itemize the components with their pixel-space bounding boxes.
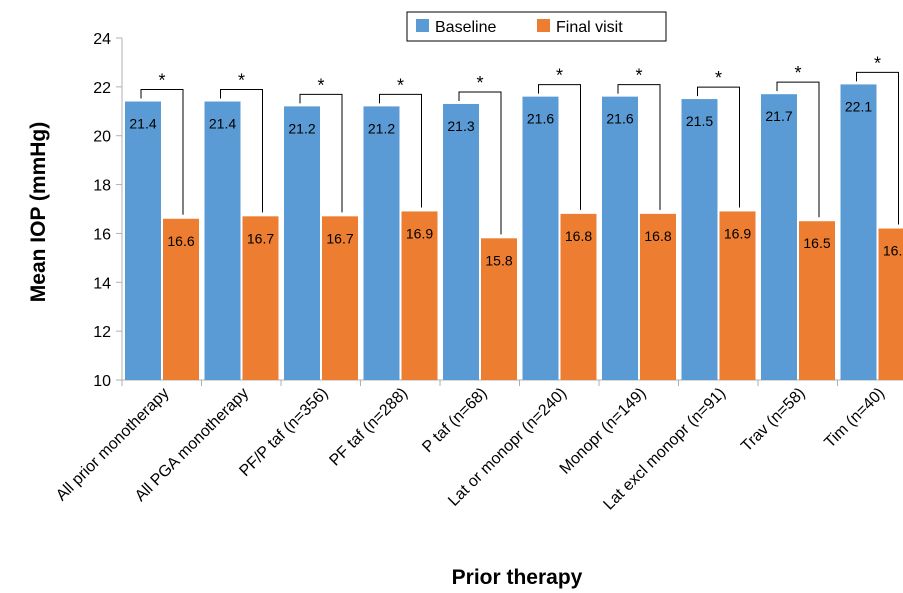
significance-star: * xyxy=(556,66,563,86)
category-label: Trav (n=58) xyxy=(738,385,808,455)
bar-baseline xyxy=(522,96,559,380)
significance-star: * xyxy=(715,68,722,88)
bar-baseline xyxy=(125,101,161,380)
data-label-baseline: 21.4 xyxy=(209,116,236,132)
data-label-final-visit: 16.9 xyxy=(406,225,433,241)
data-label-baseline: 21.2 xyxy=(368,120,395,136)
significance-brackets: * * * * * * * * * * xyxy=(140,53,899,235)
y-tick-label: 10 xyxy=(93,373,111,390)
data-label-baseline: 21.4 xyxy=(129,116,156,132)
bar-final-visit xyxy=(163,218,199,380)
y-axis-title: Mean IOP (mmHg) xyxy=(27,122,50,302)
significance-star: * xyxy=(158,71,165,91)
bar-baseline xyxy=(840,84,877,381)
data-label-final-visit: 16.7 xyxy=(326,230,353,246)
x-axis-title: Prior therapy xyxy=(452,566,583,589)
category-label: Monopr (n=149) xyxy=(557,385,650,478)
data-label-final-visit: 16.8 xyxy=(644,228,671,244)
data-label-baseline: 21.6 xyxy=(527,111,554,127)
data-label-final-visit: 16.7 xyxy=(247,230,274,246)
data-label-final-visit: 15.8 xyxy=(485,252,512,268)
bar-final-visit xyxy=(799,221,835,380)
bar-baseline xyxy=(761,94,797,380)
bar-final-visit xyxy=(719,211,756,380)
significance-star: * xyxy=(238,71,245,91)
category-label: P taf (n=68) xyxy=(419,385,490,456)
category-label: PF/P taf (n=356) xyxy=(236,385,331,480)
significance-bracket xyxy=(617,84,661,210)
bar-baseline xyxy=(204,101,241,380)
category-label: PF taf (n=288) xyxy=(326,385,411,470)
data-label-final-visit: 16.9 xyxy=(724,225,751,241)
significance-star: * xyxy=(635,66,642,86)
y-tick-label: 16 xyxy=(93,226,111,243)
bar-baseline xyxy=(443,103,479,380)
legend-label-baseline: Baseline xyxy=(435,19,496,36)
bar-baseline xyxy=(681,99,718,381)
y-tick-label: 12 xyxy=(93,324,111,341)
significance-bracket xyxy=(299,93,343,213)
legend-box xyxy=(406,11,667,42)
bar-baseline xyxy=(602,96,638,380)
data-label-baseline: 21.2 xyxy=(288,120,315,136)
y-tick-label: 22 xyxy=(93,80,111,97)
bar-final-visit xyxy=(242,216,279,380)
legend-label-final-visit: Final visit xyxy=(556,19,623,36)
data-label-baseline: 21.3 xyxy=(447,118,474,134)
bar-final-visit xyxy=(481,238,517,380)
data-label-baseline: 21.5 xyxy=(686,113,713,129)
significance-star: * xyxy=(874,53,881,73)
bar-final-visit xyxy=(640,213,676,380)
y-tick-label: 14 xyxy=(93,275,111,292)
data-label-final-visit: 16.8 xyxy=(565,228,592,244)
bar-final-visit xyxy=(401,211,438,380)
bar-final-visit xyxy=(322,216,358,380)
legend-swatch-baseline xyxy=(416,19,429,32)
bar-baseline xyxy=(284,106,320,381)
significance-bracket xyxy=(458,91,502,235)
bar-final-visit xyxy=(560,213,597,380)
y-tick-label: 20 xyxy=(93,129,111,146)
significance-star: * xyxy=(794,63,801,83)
y-tick-label: 18 xyxy=(93,178,111,195)
significance-bracket xyxy=(697,86,740,208)
data-label-baseline: 22.1 xyxy=(845,98,872,114)
bar-final-visit xyxy=(878,228,903,380)
data-label-final-visit: 16.5 xyxy=(803,235,830,251)
bar-baseline xyxy=(363,106,400,381)
data-label-baseline: 21.7 xyxy=(765,108,792,124)
significance-bracket xyxy=(776,81,820,218)
significance-bracket xyxy=(379,93,422,208)
y-tick-label: 24 xyxy=(93,31,111,48)
bars xyxy=(125,84,903,381)
data-label-final-visit: 16.6 xyxy=(167,233,194,249)
y-axis: 10 12 14 16 18 20 22 24 xyxy=(93,31,123,390)
significance-star: * xyxy=(476,73,483,93)
significance-bracket xyxy=(140,89,184,215)
significance-star: * xyxy=(397,75,404,95)
significance-bracket xyxy=(856,71,899,225)
significance-bracket xyxy=(220,89,263,213)
significance-star: * xyxy=(317,75,324,95)
significance-bracket xyxy=(538,84,581,210)
data-labels: 21.4 16.6 21.4 16.7 21.2 16.7 21.2 16.9 21.3 15.8… xyxy=(129,98,903,268)
category-label: Tim (n=40) xyxy=(821,385,888,452)
data-label-final-visit: 16.2 xyxy=(883,243,903,259)
legend-swatch-final-visit xyxy=(537,19,550,32)
legend: Baseline Final visit xyxy=(406,11,667,42)
data-label-baseline: 21.6 xyxy=(606,111,633,127)
